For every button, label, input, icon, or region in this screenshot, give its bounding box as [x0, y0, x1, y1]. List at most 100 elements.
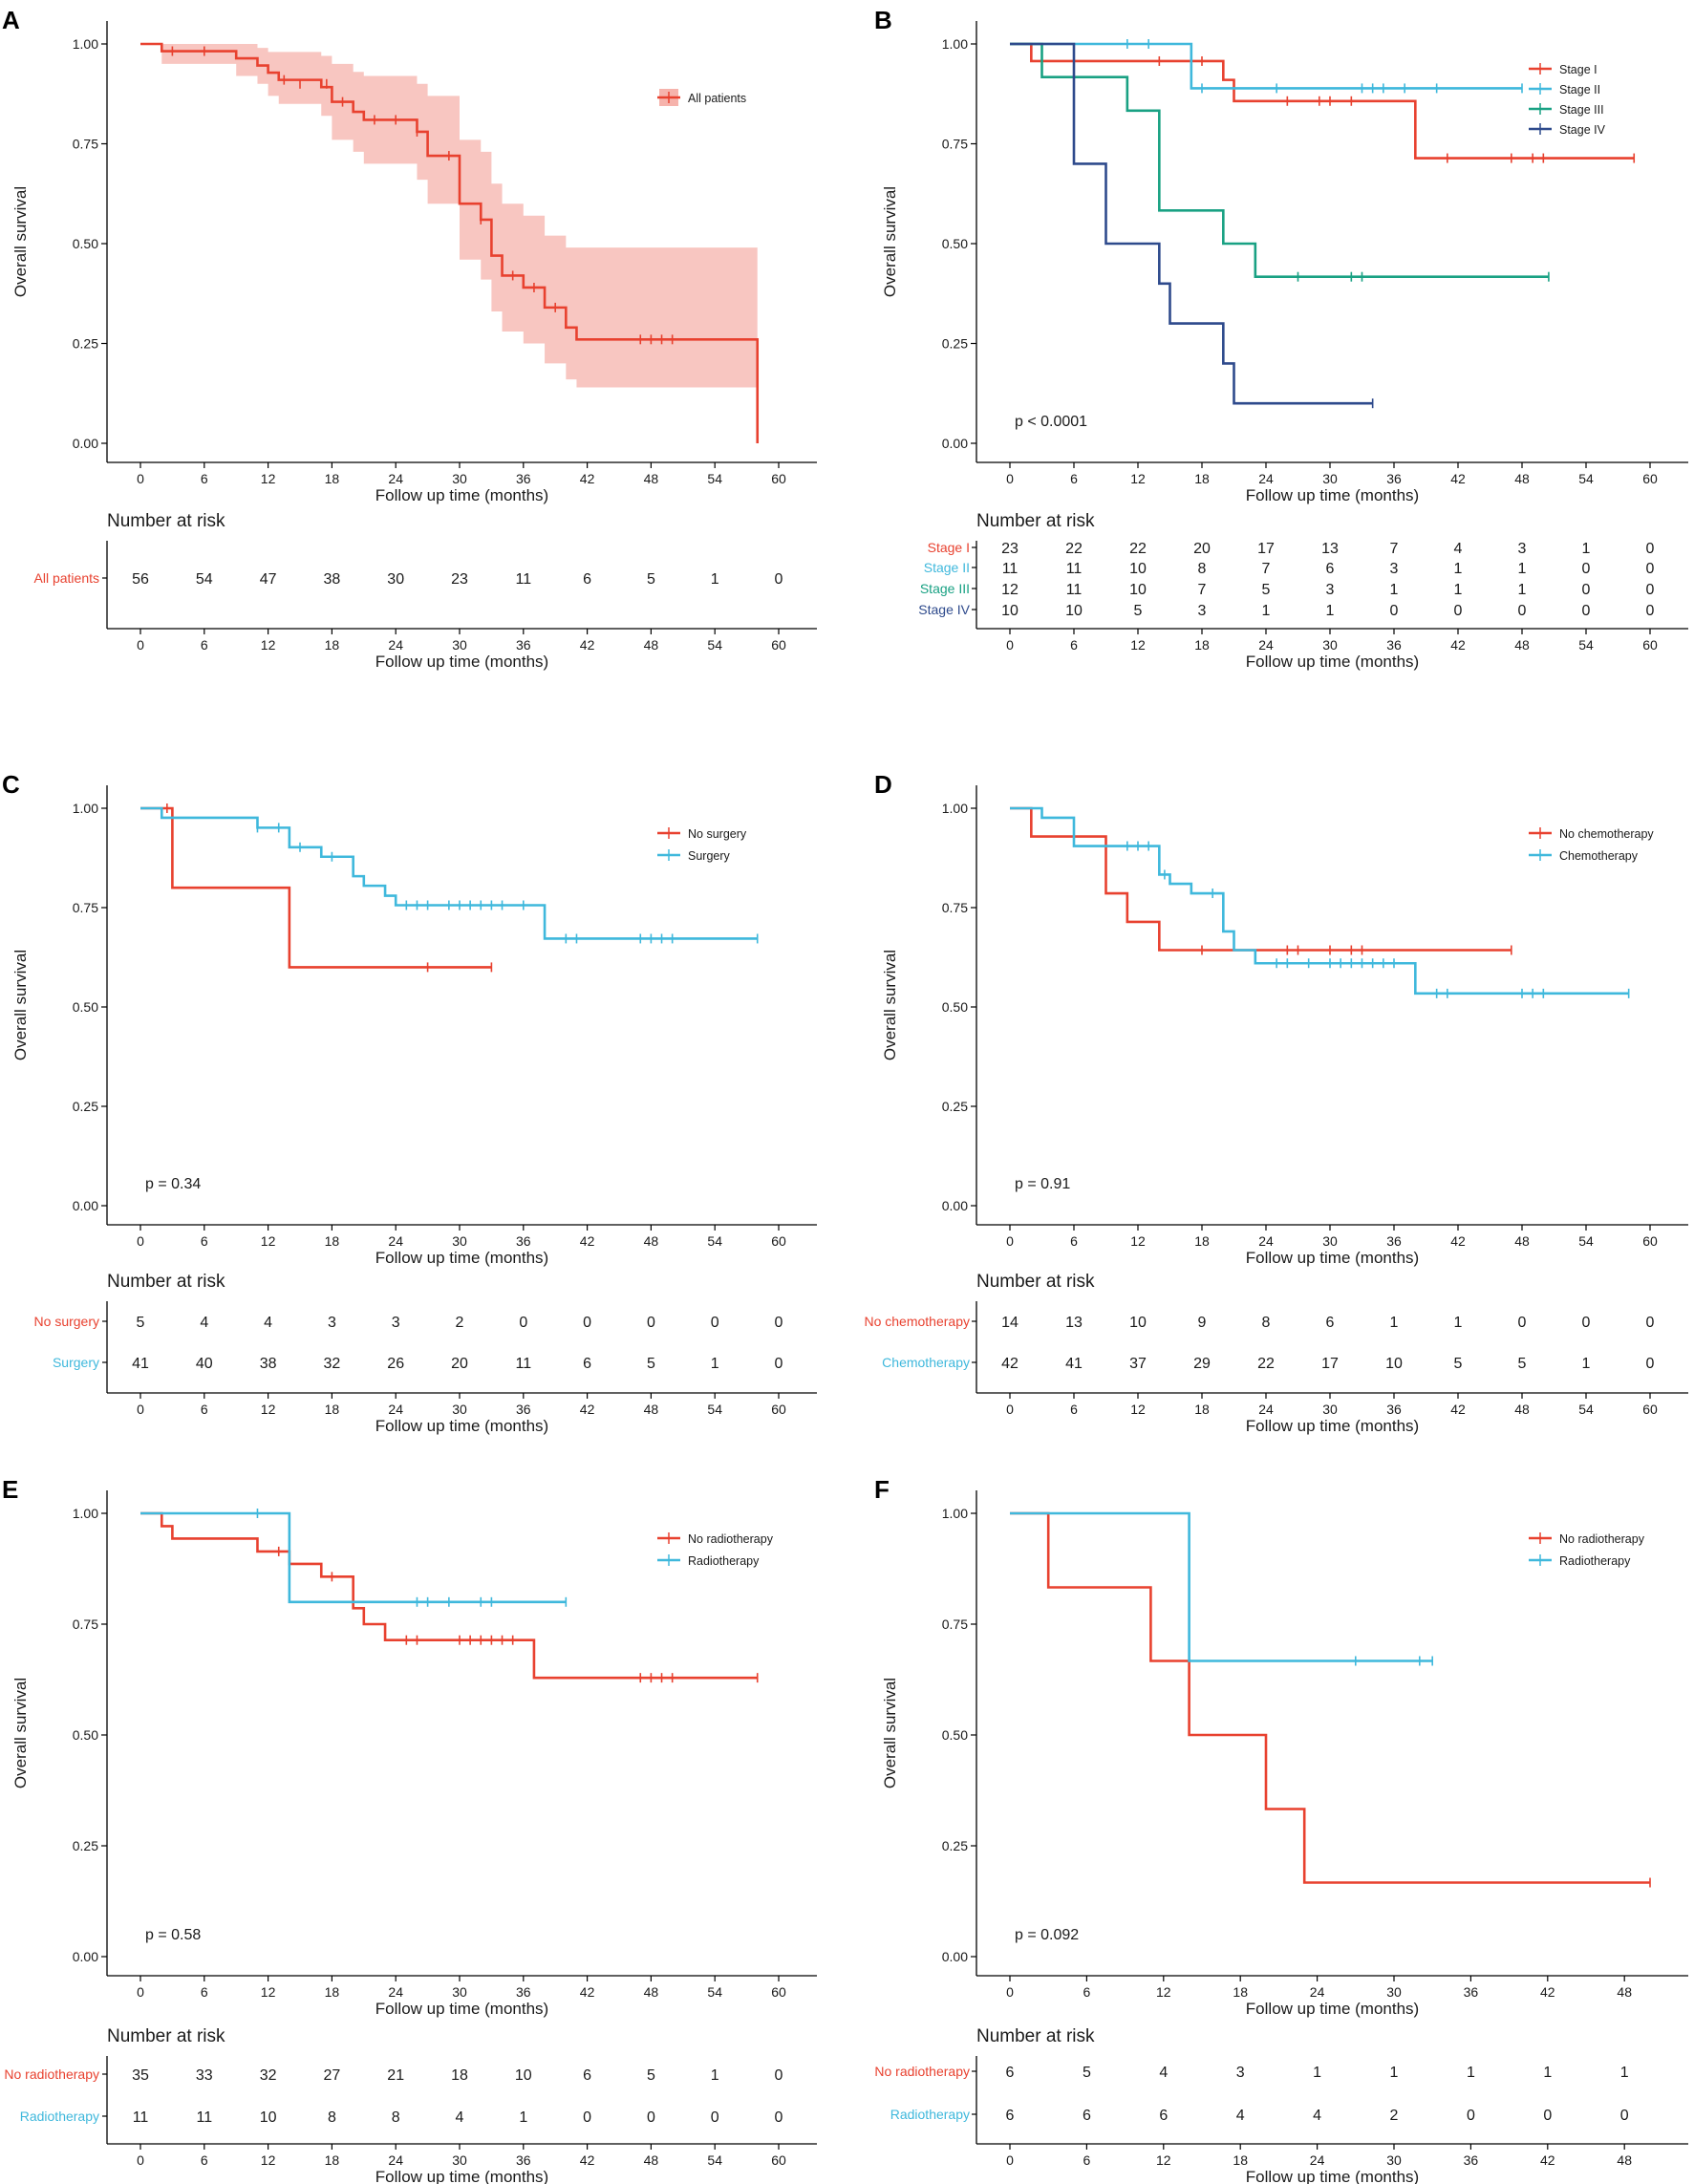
risk-row-label: Stage II: [924, 560, 970, 575]
risk-value: 2: [1390, 2108, 1399, 2124]
legend-item: Stage IV: [1529, 123, 1606, 137]
risk-value: 0: [519, 1315, 527, 1331]
x-tick-label: 42: [580, 471, 595, 486]
risk-value: 13: [1065, 1315, 1083, 1331]
risk-value: 8: [1262, 1315, 1271, 1331]
x-tick-label: 42: [1450, 1233, 1466, 1249]
risk-value: 5: [1083, 2065, 1091, 2081]
panel-letter: E: [2, 1475, 18, 1504]
survival-curve: [1010, 42, 1635, 160]
legend-label: Surgery: [688, 849, 731, 863]
y-axis-label: Overall survival: [11, 950, 30, 1060]
risk-x-tick-label: 36: [1386, 1402, 1402, 1417]
x-tick-label: 24: [1258, 471, 1274, 486]
legend-label: Stage I: [1559, 63, 1598, 76]
risk-value: 10: [1129, 1315, 1147, 1331]
risk-x-tick-label: 30: [452, 2152, 467, 2168]
risk-x-tick-label: 6: [201, 637, 208, 653]
risk-x-tick-label: 42: [580, 637, 595, 653]
legend-item: Stage II: [1529, 83, 1600, 96]
risk-value: 10: [1001, 603, 1019, 619]
risk-value: 1: [1518, 582, 1527, 598]
y-tick-label: 0.25: [73, 1099, 98, 1114]
risk-value: 32: [324, 1356, 341, 1372]
y-tick-label: 0.25: [73, 1838, 98, 1853]
risk-value: 1: [1543, 2065, 1552, 2081]
x-tick-label: 30: [1322, 471, 1338, 486]
risk-value: 20: [1193, 541, 1211, 557]
risk-value: 0: [1518, 1315, 1527, 1331]
risk-x-tick-label: 6: [201, 2152, 208, 2168]
risk-value: 1: [1390, 582, 1399, 598]
panel-a: A 0.00 0.25 0.50 0.75 1.00 0 6 12 18 24 30 36 42 48 54 6…: [2, 6, 817, 671]
risk-x-tick-label: 24: [388, 2152, 403, 2168]
risk-value: 11: [1066, 561, 1083, 577]
risk-value: 8: [1198, 561, 1207, 577]
x-tick-label: 0: [137, 1984, 144, 2000]
risk-x-tick-label: 60: [1642, 637, 1658, 653]
panel-letter: A: [2, 6, 20, 34]
risk-value: 29: [1193, 1356, 1211, 1372]
risk-value: 4: [1454, 541, 1463, 557]
risk-value: 26: [387, 1356, 404, 1372]
risk-x-tick-label: 18: [1194, 1402, 1210, 1417]
risk-value: 0: [775, 2109, 783, 2126]
y-tick-label: 0.75: [73, 900, 98, 915]
risk-value: 1: [1390, 2065, 1399, 2081]
x-tick-label: 6: [1070, 471, 1078, 486]
risk-value: 20: [451, 1356, 468, 1372]
y-tick-label: 0.25: [73, 336, 98, 352]
x-axis-label: Follow up time (months): [1246, 1249, 1419, 1267]
risk-x-tick-label: 42: [1450, 1402, 1466, 1417]
series-surgery: [140, 806, 759, 944]
legend-label: No chemotherapy: [1559, 827, 1654, 841]
risk-value: 1: [1326, 603, 1335, 619]
risk-value: 23: [451, 571, 468, 588]
risk-x-tick-label: 54: [1578, 1402, 1594, 1417]
y-axis-label: Overall survival: [881, 186, 899, 297]
p-value: p = 0.092: [1015, 1927, 1079, 1943]
risk-x-tick-label: 0: [1006, 2152, 1014, 2168]
risk-value: 41: [132, 1356, 149, 1372]
y-tick-label: 1.00: [942, 1506, 968, 1521]
x-tick-label: 54: [707, 1984, 722, 2000]
x-tick-label: 18: [325, 471, 340, 486]
risk-value: 6: [1006, 2108, 1015, 2124]
p-value: p = 0.58: [145, 1927, 201, 1943]
risk-x-tick-label: 42: [1540, 2152, 1555, 2168]
risk-x-tick-label: 18: [325, 2152, 340, 2168]
risk-value: 0: [1646, 582, 1655, 598]
y-tick-label: 0.25: [942, 1099, 968, 1114]
survival-curve: [140, 806, 758, 940]
series-no-surgery: [140, 803, 493, 973]
y-tick-label: 0.00: [73, 436, 98, 451]
risk-row-label: Chemotherapy: [882, 1355, 970, 1370]
x-tick-label: 42: [1540, 1984, 1555, 2000]
risk-x-tick-label: 42: [580, 2152, 595, 2168]
risk-value: 0: [583, 1315, 591, 1331]
p-value: p < 0.0001: [1015, 414, 1087, 430]
y-tick-label: 1.00: [73, 1506, 98, 1521]
x-tick-label: 36: [516, 1233, 531, 1249]
risk-value: 0: [1582, 603, 1591, 619]
risk-x-tick-label: 24: [388, 1402, 403, 1417]
risk-value: 6: [1083, 2108, 1091, 2124]
risk-value: 27: [324, 2067, 341, 2084]
risk-x-tick-label: 36: [516, 1402, 531, 1417]
risk-row-label: Stage III: [920, 581, 970, 596]
x-tick-label: 0: [1006, 471, 1014, 486]
x-tick-label: 54: [707, 1233, 722, 1249]
risk-x-tick-label: 0: [137, 637, 144, 653]
risk-value: 0: [1518, 603, 1527, 619]
x-axis-label: Follow up time (months): [375, 486, 548, 504]
risk-value: 1: [711, 1356, 719, 1372]
x-tick-label: 6: [201, 471, 208, 486]
confidence-band: [140, 44, 758, 388]
risk-value: 4: [456, 2109, 464, 2126]
risk-value: 37: [1129, 1356, 1147, 1372]
risk-x-tick-label: 12: [261, 637, 276, 653]
risk-value: 38: [260, 1356, 277, 1372]
